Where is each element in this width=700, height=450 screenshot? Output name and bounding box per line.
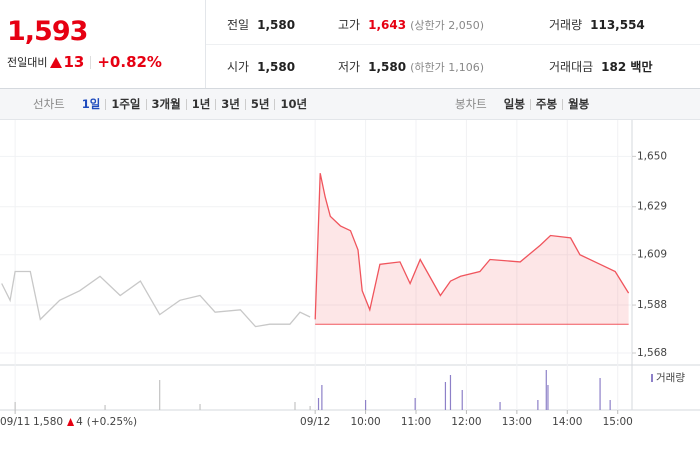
period-button[interactable]: 1주일 xyxy=(105,98,145,110)
y-tick-label: 1,588 xyxy=(637,299,667,311)
stat: 거래량 113,554 xyxy=(549,16,645,33)
volume-bar xyxy=(545,370,547,410)
stat: 고가 1,643 (상한가 2,050) xyxy=(338,16,484,33)
volume-bar xyxy=(414,398,416,410)
x-tick-label: 11:00 xyxy=(401,416,431,428)
stat-value: 1,580 xyxy=(257,18,296,32)
volume-bar xyxy=(461,390,463,410)
volume-bar xyxy=(444,382,447,410)
volume-bar xyxy=(14,402,16,410)
row-divider xyxy=(206,44,700,45)
up-icon xyxy=(67,418,75,426)
current-price: 1,593 xyxy=(7,16,88,47)
chart-toolbar: 선차트 1일 1주일 3개월 1년 3년 5년 10년 봉차트 일봉 주봉 월봉 xyxy=(0,89,700,120)
stat-label: 저가 xyxy=(338,60,361,74)
change-label: 전일대비 xyxy=(7,56,48,69)
y-tick-label: 1,568 xyxy=(637,347,667,359)
price-line xyxy=(314,173,630,320)
stat: 저가 1,580 (하한가 1,106) xyxy=(338,58,484,75)
price-area xyxy=(315,173,629,325)
period-button[interactable]: 5년 xyxy=(244,98,275,110)
volume-bar xyxy=(537,400,539,410)
x-tick-label: 12:00 xyxy=(451,416,481,428)
stat: 전일 1,580 xyxy=(227,16,295,33)
period-button[interactable]: 주봉 xyxy=(529,98,562,110)
period-button[interactable]: 3개월 xyxy=(145,98,186,110)
line-chart-periods: 선차트 1일 1주일 3개월 1년 3년 5년 10년 xyxy=(33,89,312,119)
volume-bar xyxy=(199,404,201,410)
x-tick-label: 10:00 xyxy=(350,416,380,428)
price-box: 1,593 전일대비 13 +0.82% xyxy=(0,0,206,88)
quote-header: 1,593 전일대비 13 +0.82% 전일 1,580 고가 1,643 (상한가 … xyxy=(0,0,700,89)
x-tick-label: 14:00 xyxy=(552,416,582,428)
stat-value: 1,580 xyxy=(368,60,407,74)
volume-bar xyxy=(609,400,611,410)
stat-label: 고가 xyxy=(338,18,361,32)
volume-bar xyxy=(159,380,161,410)
volume-bar xyxy=(104,405,106,410)
annotation-rate: (+0.25%) xyxy=(87,416,137,428)
annotation-change: 4 xyxy=(76,416,83,428)
volume-bar xyxy=(547,385,549,410)
y-tick-label: 1,629 xyxy=(637,201,667,213)
period-button[interactable]: 월봉 xyxy=(562,98,594,110)
up-icon xyxy=(50,56,63,68)
period-button[interactable]: 일봉 xyxy=(503,96,525,111)
stat: 시가 1,580 xyxy=(227,58,295,75)
period-button[interactable]: 10년 xyxy=(274,98,312,110)
change-rate: +0.82% xyxy=(97,53,162,71)
x-tick-label: 09/11 xyxy=(0,416,30,428)
period-button[interactable]: 1년 xyxy=(185,98,216,110)
volume-bar xyxy=(499,402,501,410)
change-row: 전일대비 13 +0.82% xyxy=(7,53,162,71)
stat: 거래대금 182 백만 xyxy=(549,58,652,75)
stat-value: 113,554 xyxy=(590,18,645,32)
y-tick-label: 1,609 xyxy=(637,249,667,261)
x-tick-label: 09/12 xyxy=(300,416,330,428)
x-tick-label: 13:00 xyxy=(502,416,532,428)
stat-value: 1,580 xyxy=(257,60,296,74)
stat-label: 거래대금 xyxy=(549,60,594,74)
x-tick-label: 15:00 xyxy=(603,416,633,428)
volume-bar xyxy=(321,385,323,410)
period-button[interactable]: 1일 xyxy=(81,96,101,111)
legend-swatch xyxy=(651,374,653,382)
stat-label: 거래량 xyxy=(549,18,583,32)
candle-chart-periods: 봉차트 일봉 주봉 월봉 xyxy=(455,89,594,119)
volume-bar xyxy=(309,406,311,410)
separator xyxy=(90,55,92,69)
change-value: 13 xyxy=(63,53,85,71)
stat-note: (상한가 2,050) xyxy=(410,19,484,32)
period-button[interactable]: 3년 xyxy=(215,98,245,110)
annotation-price: 1,580 xyxy=(33,416,63,428)
volume-bar xyxy=(449,375,452,410)
stat-value: 1,643 xyxy=(368,18,407,32)
stat-label: 전일 xyxy=(227,18,250,32)
y-tick-label: 1,650 xyxy=(637,150,667,162)
group-label: 선차트 xyxy=(33,97,65,111)
stat-note: (하한가 1,106) xyxy=(410,61,484,74)
stat-value: 182 백만 xyxy=(601,60,653,74)
legend-label: 거래량 xyxy=(656,372,685,384)
volume-bar xyxy=(294,402,296,410)
stat-label: 시가 xyxy=(227,60,250,74)
price-line xyxy=(1,270,311,328)
volume-bar xyxy=(364,400,367,410)
volume-bar xyxy=(599,378,601,410)
group-label: 봉차트 xyxy=(455,97,487,111)
volume-bar xyxy=(317,398,320,410)
